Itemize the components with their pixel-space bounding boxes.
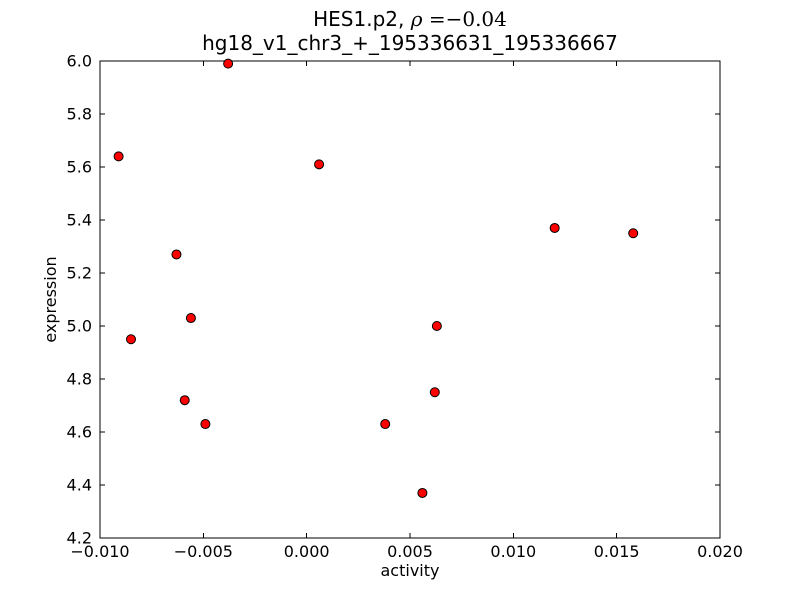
x-tick-label: −0.010 — [70, 542, 129, 561]
y-tick-label: 4.2 — [67, 529, 92, 548]
data-point — [179, 395, 190, 406]
data-point — [185, 313, 196, 324]
data-point — [126, 334, 136, 345]
y-tick-label: 5.2 — [67, 264, 92, 283]
data-point — [223, 58, 234, 69]
x-tick-label: 0.020 — [697, 542, 743, 561]
data-point — [171, 249, 182, 260]
y-axis-label: expression — [41, 256, 60, 342]
data-point — [549, 222, 560, 233]
data-point — [113, 151, 124, 162]
title-rho-symbol: ρ — [410, 7, 423, 31]
title-gene-label: HES1.p2, — [313, 7, 411, 31]
chart-title: HES1.p2, ρ =−0.04 — [100, 7, 720, 31]
y-tick-label: 5.8 — [67, 105, 92, 124]
data-point — [417, 487, 428, 498]
x-tick-label: 0.015 — [594, 542, 640, 561]
data-point — [314, 159, 325, 170]
data-point — [429, 387, 440, 398]
data-point — [628, 228, 639, 239]
title-rho-value: =−0.04 — [422, 7, 507, 31]
data-point — [431, 321, 442, 331]
y-tick-label: 5.0 — [67, 317, 92, 336]
chart-title-block: HES1.p2, ρ =−0.04 hg18_v1_chr3_+_1953366… — [100, 7, 720, 55]
y-tick-label: 5.4 — [67, 211, 92, 230]
x-tick-label: −0.005 — [174, 542, 233, 561]
y-tick-label: 4.6 — [67, 423, 92, 442]
y-tick-label: 5.6 — [67, 158, 92, 177]
data-point — [200, 419, 211, 430]
x-tick-label: 0.000 — [284, 542, 330, 561]
y-tick-label: 4.8 — [67, 370, 92, 389]
y-tick-label: 4.4 — [67, 476, 92, 495]
data-point — [380, 419, 391, 430]
x-tick-label: 0.005 — [387, 542, 433, 561]
x-axis-label: activity — [381, 561, 440, 580]
axes-frame — [99, 60, 721, 539]
x-tick-label: 0.010 — [490, 542, 536, 561]
y-tick-label: 6.0 — [67, 52, 92, 71]
chart-subtitle: hg18_v1_chr3_+_195336631_195336667 — [202, 31, 618, 55]
